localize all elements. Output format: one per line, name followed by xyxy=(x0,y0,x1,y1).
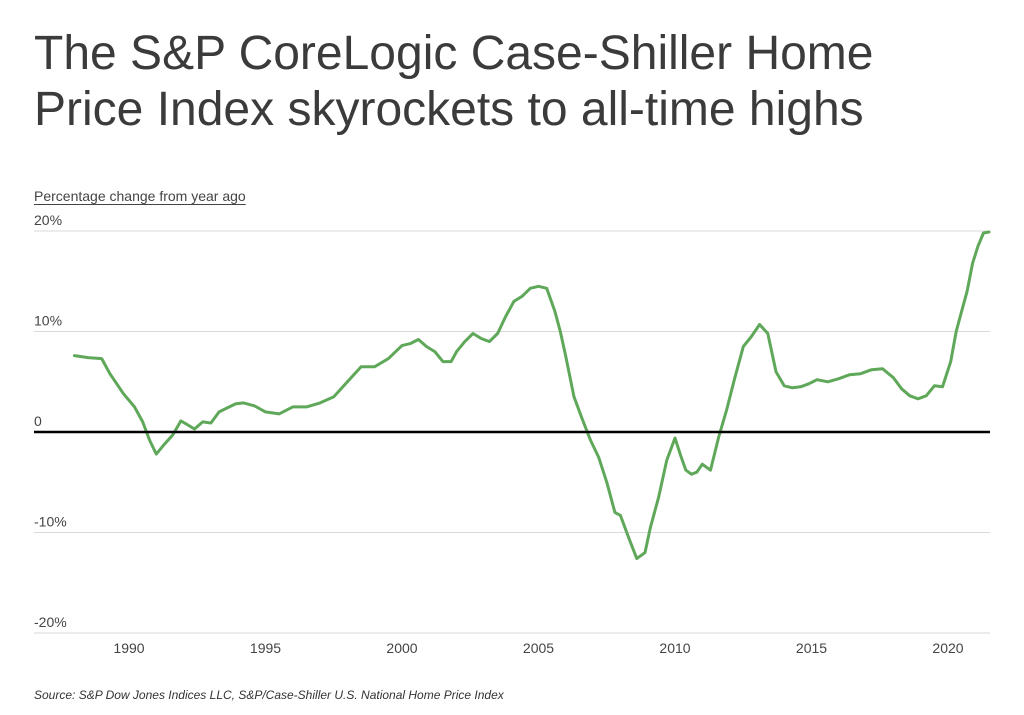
y-tick-label: 0 xyxy=(34,413,42,429)
y-tick-label: 10% xyxy=(34,313,62,329)
x-tick-label: 1990 xyxy=(113,640,144,656)
x-tick-label: 1995 xyxy=(250,640,281,656)
x-tick-label: 2015 xyxy=(796,640,827,656)
x-tick-label: 2010 xyxy=(659,640,690,656)
series-layer xyxy=(72,230,991,561)
y-axis-ticks: 20% 10% 0 -10% -20% xyxy=(34,212,67,630)
y-tick-label: -20% xyxy=(34,614,67,630)
y-tick-label: -10% xyxy=(34,514,67,530)
series-line xyxy=(72,230,991,561)
x-axis-ticks: 1990 1995 2000 2005 2010 2015 2020 xyxy=(113,640,963,656)
y-axis-label: Percentage change from year ago xyxy=(34,188,246,204)
chart-title: The S&P CoreLogic Case-Shiller Home Pric… xyxy=(34,27,874,136)
x-tick-label: 2020 xyxy=(932,640,963,656)
y-tick-label: 20% xyxy=(34,212,62,228)
x-tick-label: 2005 xyxy=(523,640,554,656)
grid-lines xyxy=(34,230,990,634)
x-tick-label: 2000 xyxy=(386,640,417,656)
source-note: Source: S&P Dow Jones Indices LLC, S&P/C… xyxy=(34,688,504,702)
